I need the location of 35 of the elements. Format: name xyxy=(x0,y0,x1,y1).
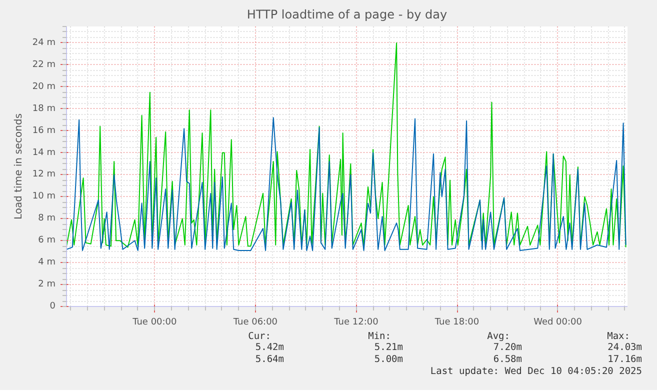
text: 7.20m xyxy=(493,341,522,355)
y-tick-label: 2 m xyxy=(38,280,56,290)
y-tick-label: 20 m xyxy=(32,82,56,92)
text: Avg: xyxy=(487,330,510,343)
y-tick-label: 18 m xyxy=(32,104,56,114)
chart-title: HTTP loadtime of a page - by day xyxy=(246,8,448,22)
y-axis-title: Load time in seconds xyxy=(13,113,24,220)
y-tick-label: 6 m xyxy=(38,236,56,246)
y-tick-label: 16 m xyxy=(32,126,56,136)
x-tick-label: Tue 00:00 xyxy=(132,318,178,328)
text: Last update: Wed Dec 10 04:05:20 2025 xyxy=(430,365,642,379)
y-tick-label: 0 xyxy=(50,302,56,312)
y-tick-label: 22 m xyxy=(32,60,56,70)
line-series xyxy=(66,117,626,251)
text: 17.16m xyxy=(608,353,642,367)
x-tick-label: Tue 18:00 xyxy=(434,318,480,328)
y-tick-label: 8 m xyxy=(38,214,56,224)
text: 5.64m xyxy=(255,353,284,367)
text: Min: xyxy=(368,330,391,343)
text: Cur: xyxy=(248,330,271,343)
y-tick-label: 4 m xyxy=(38,258,56,268)
text: 5.21m xyxy=(374,341,403,355)
y-tick-label: 24 m xyxy=(32,38,56,48)
text: 5.00m xyxy=(374,353,403,367)
text: 24.03m xyxy=(608,341,642,355)
x-tick-label: Wed 00:00 xyxy=(534,318,582,328)
y-tick-label: 12 m xyxy=(32,170,56,180)
y-tick-label: 10 m xyxy=(32,192,56,202)
text: 6.58m xyxy=(493,353,522,366)
x-tick-label: Tue 06:00 xyxy=(232,318,278,328)
y-tick-label: 14 m xyxy=(32,148,56,158)
text: 5.42m xyxy=(255,341,284,355)
line-series xyxy=(66,42,626,248)
x-tick-label: Tue 12:00 xyxy=(333,318,379,328)
text: Max: xyxy=(607,330,630,343)
